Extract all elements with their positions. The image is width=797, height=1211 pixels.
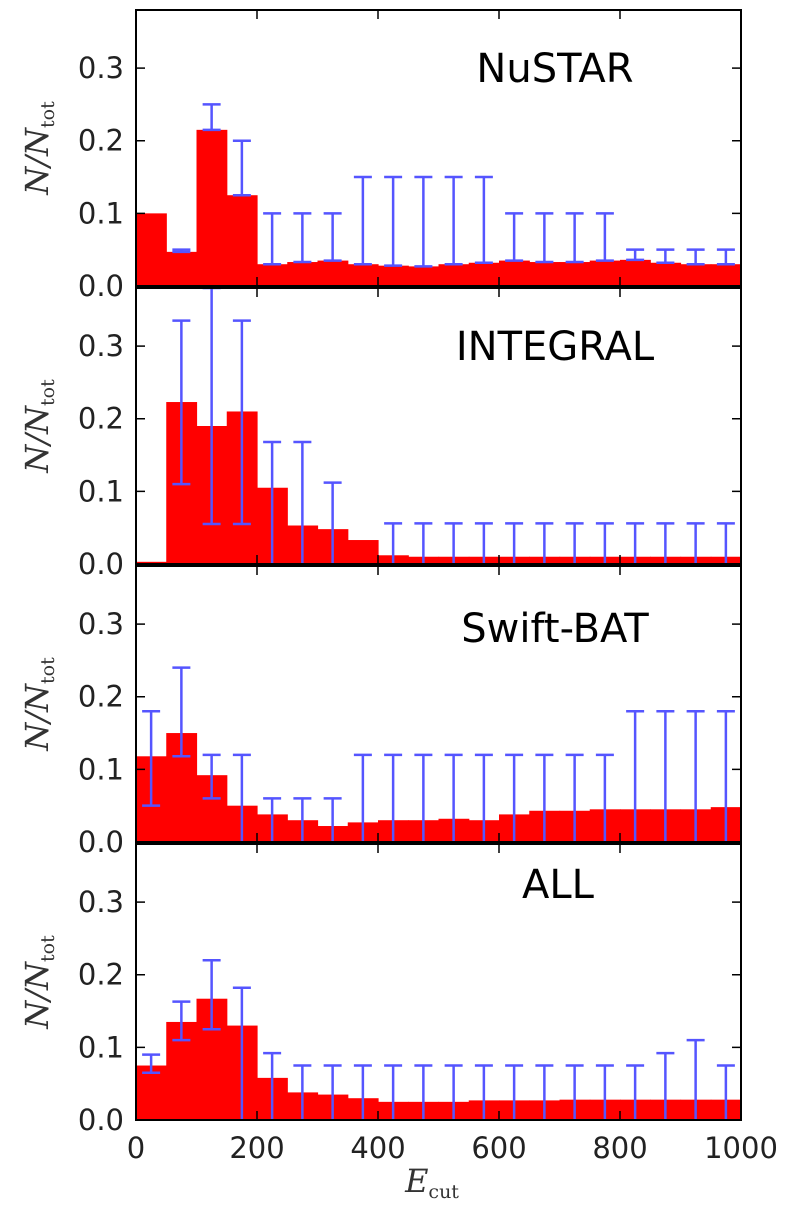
y-axis-label-subscript: tot <box>37 657 59 684</box>
histogram-bar <box>136 213 167 286</box>
y-tick-label: 0.2 <box>78 124 124 158</box>
y-tick-label: 0.1 <box>78 474 124 508</box>
y-axis-label-main: N/N <box>18 405 56 474</box>
histogram-bar <box>196 129 228 286</box>
histogram-bar <box>136 561 167 564</box>
panel-integral: 0.0 0.1 0.2 0.3 INTEGRAL N/Ntot <box>18 287 742 581</box>
y-axis-label-main: N/N <box>18 127 56 196</box>
y-axis-label: N/Ntot <box>18 935 59 1030</box>
histogram-bar <box>257 264 288 286</box>
plot-area <box>136 288 741 564</box>
y-axis-label: N/Ntot <box>18 657 59 752</box>
y-tick-label: 0.0 <box>78 825 124 859</box>
axis-layer: 0 200 400 600 800 1000 Ecut <box>127 1131 778 1203</box>
plot-area <box>136 103 741 286</box>
y-tick-label: 0.2 <box>78 680 124 714</box>
x-tick-label: 1000 <box>704 1131 778 1165</box>
y-tick-label: 0.3 <box>78 607 124 641</box>
panel-title: ALL <box>522 862 595 908</box>
y-tick-label: 0.3 <box>78 51 124 85</box>
histogram-bar <box>620 259 651 286</box>
histogram-bar <box>347 540 379 564</box>
histogram-bar <box>589 260 621 286</box>
histogram-bar <box>408 266 440 286</box>
plot-area <box>136 958 741 1120</box>
histogram-bar <box>680 264 712 286</box>
x-tick-label: 400 <box>350 1131 405 1165</box>
y-tick-label: 0.1 <box>78 752 124 786</box>
panel-title: INTEGRAL <box>456 324 655 370</box>
histogram-bar <box>347 264 379 286</box>
x-axis-label-main: E <box>404 1162 428 1200</box>
panel-frame <box>135 287 742 565</box>
y-tick-label: 0.2 <box>78 958 124 992</box>
x-tick-label: 600 <box>471 1131 526 1165</box>
panel-swift-bat: 0.0 0.1 0.2 0.3 Swift-BAT N/Ntot <box>18 565 742 859</box>
y-axis-label-main: N/N <box>18 961 56 1030</box>
x-axis-label-subscript: cut <box>428 1181 459 1203</box>
histogram-bar <box>468 262 500 286</box>
y-axis-label-subscript: tot <box>37 379 59 406</box>
histogram-bar <box>136 1065 167 1120</box>
y-tick-label: 0.1 <box>78 1030 124 1064</box>
y-axis-label: N/Ntot <box>18 101 59 196</box>
histogram-bar <box>650 262 682 286</box>
x-tick-label: 0 <box>127 1131 145 1165</box>
histogram-bar <box>438 264 470 286</box>
y-tick-label: 0.3 <box>78 885 124 919</box>
y-tick-label: 0.0 <box>78 269 124 303</box>
panel-title: Swift-BAT <box>461 606 649 652</box>
histogram-bar <box>226 195 258 286</box>
panel-frame <box>135 843 742 1121</box>
histogram-bar <box>499 260 530 286</box>
x-axis-label: Ecut <box>404 1162 459 1203</box>
y-axis-label-main: N/N <box>18 683 56 752</box>
histogram-bar <box>166 251 198 286</box>
histogram-bar <box>529 262 561 286</box>
panel-all: 0.0 0.1 0.2 0.3 ALL N/Ntot <box>18 843 742 1137</box>
plot-area <box>136 666 741 842</box>
panel-title: NuSTAR <box>476 46 633 92</box>
y-tick-label: 0.0 <box>78 547 124 581</box>
panel-frame <box>135 9 742 287</box>
histogram-bar <box>287 262 319 286</box>
x-tick-label: 200 <box>229 1131 284 1165</box>
histogram-bar <box>378 265 409 286</box>
y-axis-label-subscript: tot <box>37 935 59 962</box>
y-axis-label: N/Ntot <box>18 379 59 474</box>
histogram-bar <box>710 264 741 286</box>
histogram-bar <box>559 262 591 286</box>
y-tick-label: 0.2 <box>78 402 124 436</box>
y-tick-label: 0.0 <box>78 1103 124 1137</box>
panel-nustar: 0.0 0.1 0.2 0.3 NuSTAR N/Ntot <box>18 9 742 303</box>
y-tick-label: 0.1 <box>78 196 124 230</box>
histogram-bar <box>317 260 349 286</box>
x-tick-label: 800 <box>592 1131 647 1165</box>
y-axis-label-subscript: tot <box>37 101 59 128</box>
y-tick-label: 0.3 <box>78 329 124 363</box>
panel-frame <box>135 565 742 843</box>
